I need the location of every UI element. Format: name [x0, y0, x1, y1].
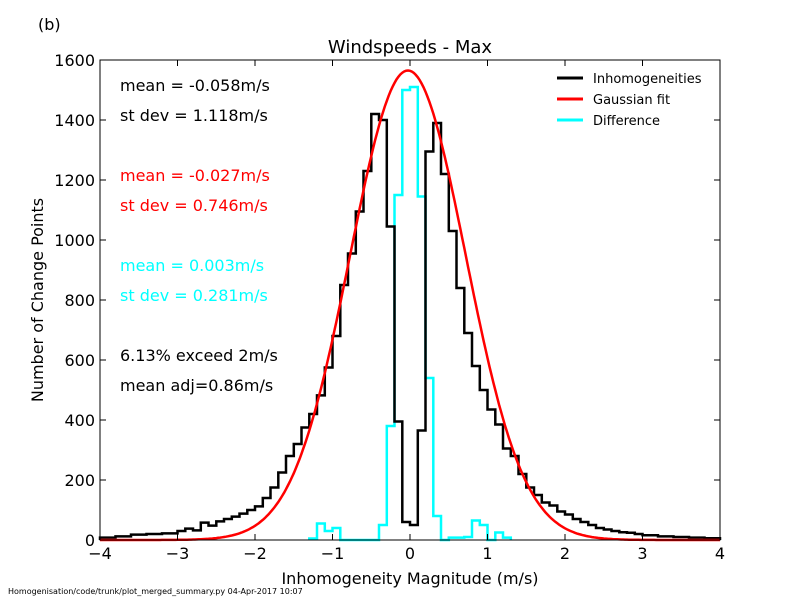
y-tick-label: 400	[64, 411, 95, 430]
annotation-stdev-difference: st dev = 0.281m/s	[120, 286, 268, 305]
x-tick-label: −1	[321, 544, 345, 563]
x-tick-label: 0	[405, 544, 415, 563]
series-inhomogeneities	[98, 112, 722, 540]
x-tick-label: 3	[637, 544, 647, 563]
y-axis-label: Number of Change Points	[28, 198, 47, 402]
ticks-layer: −4 −3 −2 −1 0 1 2 3 4 0 200 400 600 800 1000 1200 1400 16…	[54, 51, 725, 563]
annotation-block: mean = -0.058m/s st dev = 1.118m/s mean …	[120, 76, 278, 395]
y-tick-label: 1200	[54, 171, 95, 190]
legend-label-gaussian: Gaussian fit	[593, 93, 670, 108]
y-tick-label: 800	[64, 291, 95, 310]
series-layer	[98, 69, 722, 542]
annotation-mean-difference: mean = 0.003m/s	[120, 256, 264, 275]
annotation-mean-gaussian: mean = -0.027m/s	[120, 166, 270, 185]
x-tick-label: 2	[560, 544, 570, 563]
annotation-stdev-total: st dev = 1.118m/s	[120, 106, 268, 125]
series-gaussian-fit	[100, 69, 720, 542]
x-tick-label: −2	[243, 544, 267, 563]
y-tick-label: 0	[85, 531, 95, 550]
y-tick-label: 600	[64, 351, 95, 370]
annotation-mean-adj: mean adj=0.86m/s	[120, 376, 273, 395]
x-tick-label: −3	[166, 544, 190, 563]
legend-label-difference: Difference	[593, 114, 660, 129]
legend: Inhomogeneities Gaussian fit Difference	[557, 72, 702, 129]
y-tick-label: 200	[64, 471, 95, 490]
x-tick-label: 4	[715, 544, 725, 563]
annotation-mean-total: mean = -0.058m/s	[120, 76, 270, 95]
y-tick-label: 1600	[54, 51, 95, 70]
panel-label: (b)	[38, 15, 61, 34]
footer-text: Homogenisation/code/trunk/plot_merged_su…	[8, 587, 303, 596]
x-tick-label: −4	[88, 544, 112, 563]
series-difference	[308, 85, 513, 542]
x-tick-label: 1	[482, 544, 492, 563]
annotation-stdev-gaussian: st dev = 0.746m/s	[120, 196, 268, 215]
chart-title: Windspeeds - Max	[328, 37, 492, 58]
y-tick-label: 1400	[54, 111, 95, 130]
legend-label-inhomogeneities: Inhomogeneities	[593, 72, 702, 87]
annotation-exceed: 6.13% exceed 2m/s	[120, 346, 278, 365]
y-tick-label: 1000	[54, 231, 95, 250]
x-axis-label: Inhomogeneity Magnitude (m/s)	[281, 569, 538, 588]
